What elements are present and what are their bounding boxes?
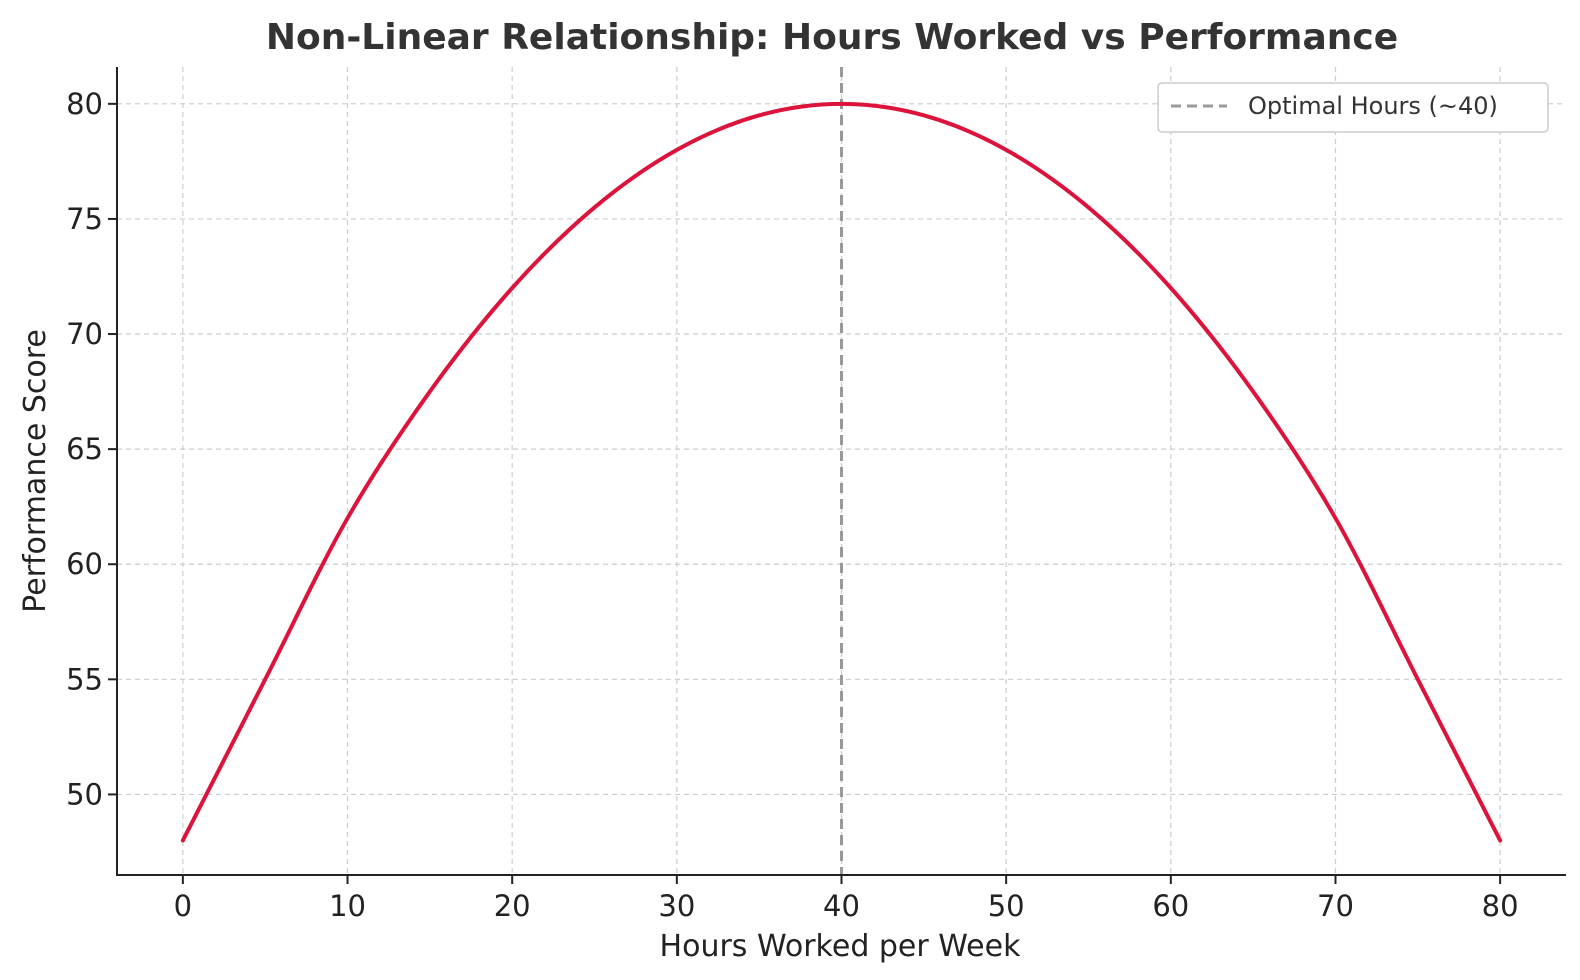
legend-label-optimal-hours: Optimal Hours (~40): [1248, 92, 1498, 120]
x-tick-label: 60: [1152, 889, 1189, 923]
x-tick-label: 0: [174, 889, 192, 923]
legend: Optimal Hours (~40): [1157, 82, 1549, 133]
y-tick-label: 65: [66, 432, 103, 466]
x-tick-label: 10: [329, 889, 366, 923]
x-tick-label: 80: [1482, 889, 1519, 923]
x-tick-label: 70: [1317, 889, 1354, 923]
performance-curve: [180, 101, 1503, 843]
y-ticks: 50 55 60 65 70 75 80: [66, 87, 117, 811]
x-tick-label: 20: [494, 889, 531, 923]
y-axis-label: Performance Score: [18, 329, 53, 613]
y-tick-label: 55: [66, 662, 103, 696]
y-tick-label: 60: [66, 547, 103, 581]
chart-title: Non-Linear Relationship: Hours Worked vs…: [266, 17, 1398, 58]
x-tick-label: 40: [823, 889, 860, 923]
x-ticks: 0 10 20 30 40 50 60 70 80: [174, 875, 1519, 923]
y-tick-label: 75: [66, 202, 103, 236]
y-tick-label: 80: [66, 87, 103, 121]
y-tick-label: 70: [66, 317, 103, 351]
legend-box: [1157, 82, 1549, 133]
y-tick-label: 50: [66, 777, 103, 811]
x-axis-label: Hours Worked per Week: [660, 929, 1022, 964]
x-tick-label: 30: [658, 889, 695, 923]
x-tick-label: 50: [988, 889, 1025, 923]
series-layer: [180, 101, 1503, 843]
